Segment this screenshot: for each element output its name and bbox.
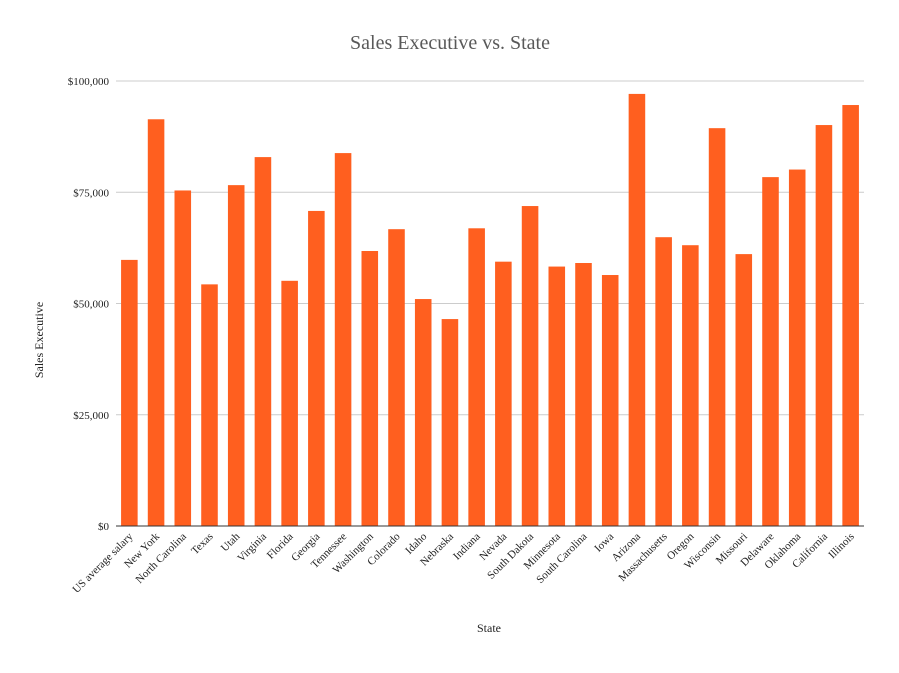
bar	[628, 93, 646, 526]
bar	[254, 157, 272, 526]
y-tick-label: $0	[98, 521, 110, 533]
bar	[708, 128, 726, 527]
bar	[762, 177, 779, 526]
bar	[655, 237, 672, 526]
bar	[174, 190, 192, 526]
y-tick-label: $100,000	[68, 76, 110, 88]
bar	[441, 319, 459, 526]
bar	[281, 280, 298, 526]
y-axis-ticks: $0 $25,000 $50,000 $75,000 $100,000	[68, 76, 110, 533]
chart-title: Sales Executive vs. State	[350, 32, 550, 54]
bar	[121, 259, 138, 526]
bar	[548, 266, 566, 526]
y-axis-title: Sales Executive	[32, 302, 46, 378]
bar	[414, 299, 432, 526]
bar	[521, 206, 539, 527]
bar	[495, 261, 512, 526]
bar	[682, 245, 699, 526]
bar	[788, 169, 806, 526]
bars	[121, 93, 859, 527]
bar	[308, 210, 325, 526]
bar	[575, 263, 592, 526]
bar	[842, 105, 859, 526]
bar	[388, 229, 405, 526]
x-axis-title: State	[477, 621, 501, 635]
bar	[815, 125, 833, 527]
bar	[334, 153, 352, 526]
bar	[361, 250, 379, 527]
bar	[227, 185, 245, 526]
y-tick-label: $50,000	[73, 299, 109, 311]
bar	[468, 228, 485, 527]
bar	[601, 275, 619, 526]
y-tick-label: $75,000	[73, 187, 109, 199]
bar	[147, 119, 165, 527]
y-tick-label: $25,000	[73, 410, 109, 422]
bar	[201, 284, 218, 526]
bar	[735, 254, 753, 527]
